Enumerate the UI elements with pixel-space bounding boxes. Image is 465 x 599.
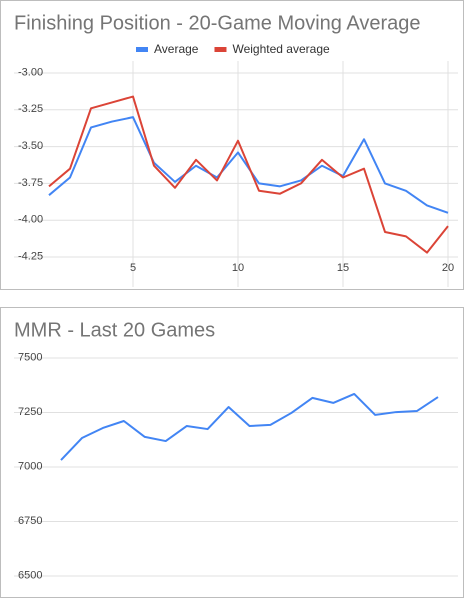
y-tick-label: 6500: [18, 569, 42, 581]
x-tick-label: 5: [130, 262, 136, 274]
y-tick-label: -3.25: [18, 103, 43, 115]
legend-label: Average: [154, 42, 199, 56]
y-tick-label: -3.50: [18, 140, 43, 152]
x-tick-label: 10: [232, 262, 244, 274]
line-series: [60, 392, 439, 461]
y-tick-label: -3.00: [18, 66, 43, 78]
y-tick-label: 7000: [18, 460, 42, 472]
legend-swatch: [214, 47, 227, 52]
legend-swatch: [136, 47, 148, 52]
card: [0, 307, 464, 598]
y-tick-label: -4.25: [18, 250, 43, 262]
chart-title: Finishing Position - 20-Game Moving Aver…: [14, 12, 421, 34]
x-tick-label: 15: [337, 262, 349, 274]
y-tick-label: 6750: [18, 515, 42, 527]
y-tick-label: -3.75: [18, 177, 43, 189]
y-tick-label: 7250: [18, 406, 42, 418]
y-tick-label: 7500: [18, 351, 42, 363]
line-series: [48, 95, 449, 254]
x-tick-label: 20: [442, 262, 454, 274]
legend-label: Weighted average: [232, 42, 330, 56]
chart-title: MMR - Last 20 Games: [14, 319, 215, 341]
y-tick-label: -4.00: [18, 214, 43, 226]
